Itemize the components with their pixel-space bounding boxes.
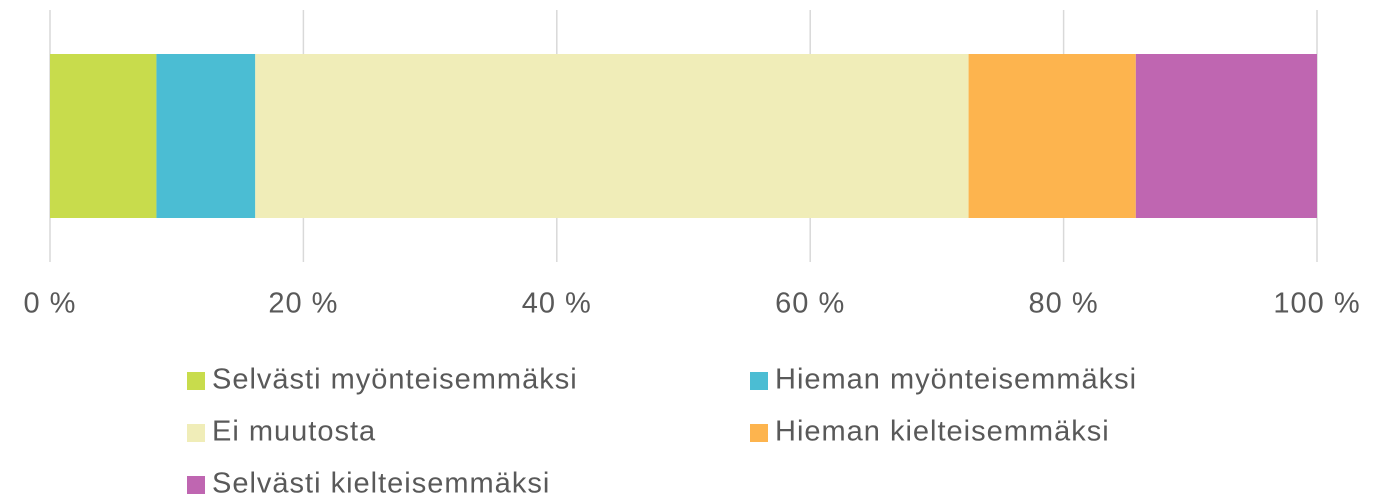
x-tick-label: 40 % [522, 288, 592, 320]
legend-label: Selvästi kielteisemmäksi [212, 468, 550, 497]
legend-label: Selvästi myönteisemmäksi [212, 364, 578, 396]
x-tick-label: 80 % [1029, 288, 1099, 320]
legend-swatch [750, 424, 768, 442]
legend-swatch [750, 372, 768, 390]
legend-label: Ei muutosta [212, 416, 376, 448]
bar-segment [1135, 54, 1317, 218]
x-tick-label: 20 % [268, 288, 338, 320]
legend-swatch [187, 424, 205, 442]
legend-swatch [187, 476, 205, 494]
x-tick-label: 60 % [775, 288, 845, 320]
bar-segment [968, 54, 1136, 218]
bar-segment [255, 54, 969, 218]
x-tick-label: 100 % [1273, 288, 1360, 320]
legend-label: Hieman kielteisemmäksi [775, 416, 1110, 448]
bar-segment [50, 54, 157, 218]
legend-label: Hieman myönteisemmäksi [775, 364, 1137, 396]
bar-segment [156, 54, 256, 218]
x-tick-label: 0 % [24, 288, 77, 320]
legend-swatch [187, 372, 205, 390]
